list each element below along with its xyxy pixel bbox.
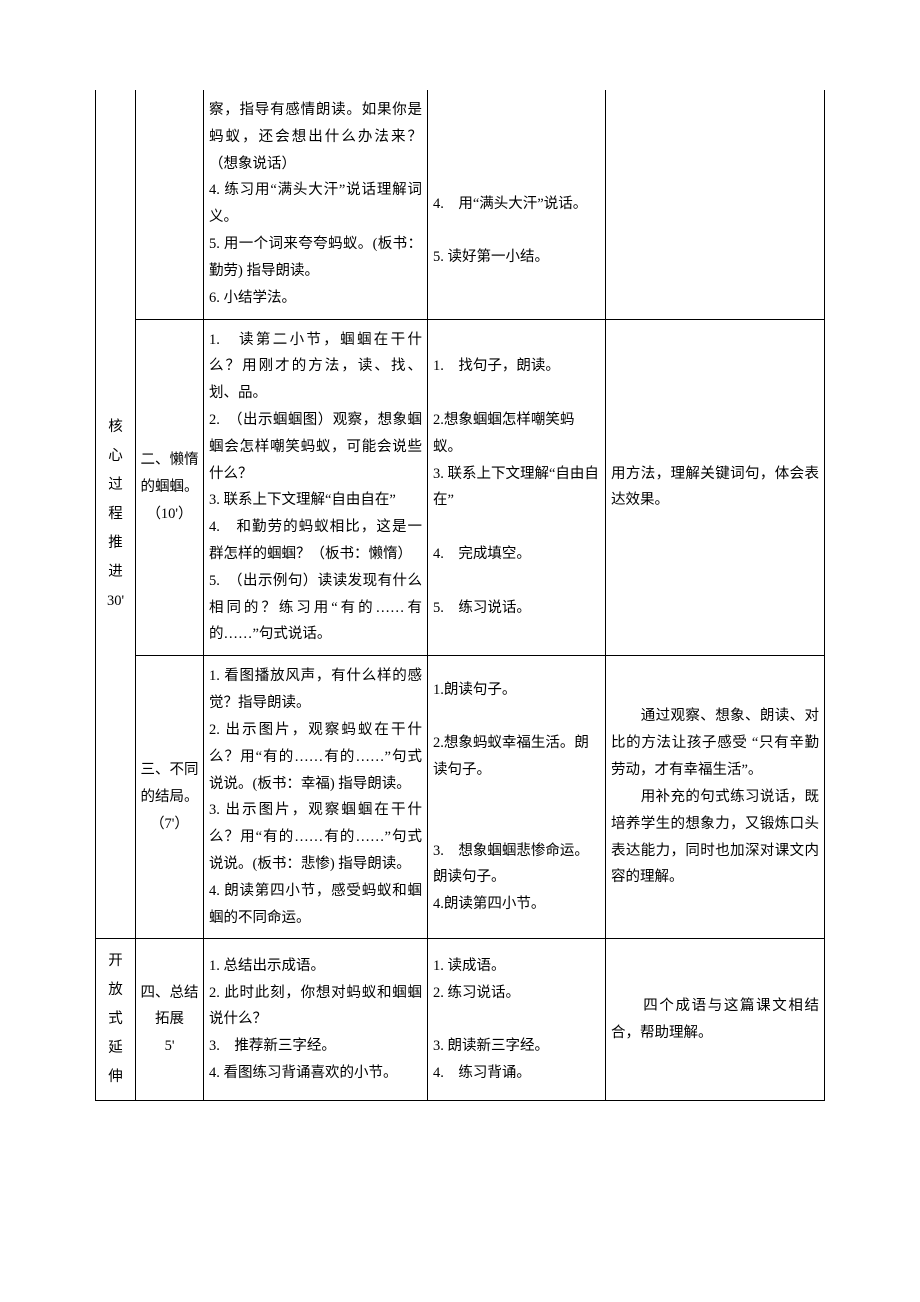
table-row: 开 放 式 延 伸 四、总结拓展5' 1. 总结出示成语。2. 此时此刻，你想对…: [96, 939, 825, 1101]
student-cell: 1.朗读句子。 2.想象蚂蚁幸福生活。朗读句子。 3. 想象蝈蝈悲惨命运。朗读句…: [428, 656, 606, 939]
lesson-plan-table: 核 心 过 程 推 进 30' 察，指导有感情朗读。如果你是蚂蚁，还会想出什么办…: [95, 90, 825, 1101]
table-row: 核 心 过 程 推 进 30' 察，指导有感情朗读。如果你是蚂蚁，还会想出什么办…: [96, 90, 825, 319]
phase-core: 核 心 过 程 推 进 30': [96, 90, 136, 939]
phase-char: 延: [108, 1034, 123, 1063]
teach-cell: 1. 总结出示成语。2. 此时此刻，你想对蚂蚁和蝈蝈说什么？3. 推荐新三字经。…: [204, 939, 428, 1101]
phase-char: 过: [108, 471, 123, 500]
phase-char: 伸: [108, 1063, 123, 1092]
section-cell: 二、懒惰的蝈蝈。（10'）: [136, 319, 204, 656]
student-cell: 1. 找句子，朗读。 2.想象蝈蝈怎样嘲笑蚂蚁。3. 联系上下文理解“自由自在”…: [428, 319, 606, 656]
phase-time: 30': [107, 587, 124, 616]
teach-cell: 1. 看图播放风声，有什么样的感觉？指导朗读。2. 出示图片，观察蚂蚁在干什么？…: [204, 656, 428, 939]
section-cell: 四、总结拓展5': [136, 939, 204, 1101]
student-cell: 4. 用“满头大汗”说话。 5. 读好第一小结。: [428, 90, 606, 319]
table-row: 三、不同的结局。（7'） 1. 看图播放风声，有什么样的感觉？指导朗读。2. 出…: [96, 656, 825, 939]
phase-char: 进: [108, 558, 123, 587]
design-cell: 通过观察、想象、朗读、对比的方法让孩子感受 “只有辛勤劳动，才有幸福生活”。 用…: [606, 656, 825, 939]
design-cell: 四个成语与这篇课文相结合，帮助理解。: [606, 939, 825, 1101]
phase-char: 开: [108, 947, 123, 976]
design-cell: 用方法，理解关键词句，体会表达效果。: [606, 319, 825, 656]
phase-char: 心: [108, 442, 123, 471]
section-cell: 三、不同的结局。（7'）: [136, 656, 204, 939]
table-row: 二、懒惰的蝈蝈。（10'） 1. 读第二小节，蝈蝈在干什么？用刚才的方法，读、找…: [96, 319, 825, 656]
phase-char: 式: [108, 1005, 123, 1034]
teach-cell: 1. 读第二小节，蝈蝈在干什么？用刚才的方法，读、找、划、品。2. （出示蝈蝈图…: [204, 319, 428, 656]
phase-char: 核: [108, 413, 123, 442]
phase-char: 放: [108, 976, 123, 1005]
student-cell: 1. 读成语。2. 练习说话。 3. 朗读新三字经。4. 练习背诵。: [428, 939, 606, 1101]
phase-char: 程: [108, 500, 123, 529]
teach-cell: 察，指导有感情朗读。如果你是蚂蚁，还会想出什么办法来？（想象说话）4. 练习用“…: [204, 90, 428, 319]
design-cell: [606, 90, 825, 319]
section-cell: [136, 90, 204, 319]
phase-char: 推: [108, 529, 123, 558]
phase-open: 开 放 式 延 伸: [96, 939, 136, 1101]
